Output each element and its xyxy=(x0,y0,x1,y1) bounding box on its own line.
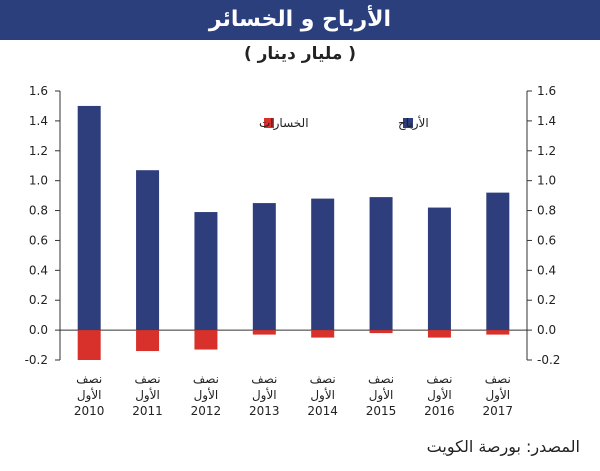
x-tick-label: الأول xyxy=(369,387,394,403)
profit-bar xyxy=(252,203,276,331)
x-tick-label: 2012 xyxy=(191,404,222,418)
profit-bar xyxy=(311,198,335,331)
y-tick-label-right: 0.0 xyxy=(537,323,556,337)
y-tick-label-left: 1.2 xyxy=(29,144,48,158)
legend-swatch-profits xyxy=(403,118,413,128)
x-tick-label: نصف xyxy=(310,372,336,386)
x-tick-label: الأول xyxy=(310,387,335,403)
loss-bar xyxy=(486,330,510,335)
y-tick-label-left: 0.2 xyxy=(29,293,48,307)
loss-bar xyxy=(77,330,101,360)
x-tick-label: 2014 xyxy=(307,404,338,418)
x-tick-label: الأول xyxy=(485,387,510,403)
y-tick-label-left: 1.0 xyxy=(29,174,48,188)
chart-title: الأرباح و الخسائر xyxy=(208,7,392,32)
y-tick-label-right: 0.4 xyxy=(537,263,556,277)
loss-bar xyxy=(136,330,160,352)
loss-bar xyxy=(311,330,335,338)
y-tick-label-left: 0.0 xyxy=(29,323,48,337)
y-tick-label-left: 0.6 xyxy=(29,233,48,247)
x-tick-label: الأول xyxy=(427,387,452,403)
x-tick-label: 2016 xyxy=(424,404,455,418)
y-tick-label-right: -0.2 xyxy=(537,353,560,367)
y-tick-label-left: 0.8 xyxy=(29,204,48,218)
x-tick-label: الأول xyxy=(135,387,160,403)
x-tick-label: 2015 xyxy=(366,404,397,418)
y-tick-label-right: 1.2 xyxy=(537,144,556,158)
x-tick-label: 2011 xyxy=(132,404,163,418)
x-tick-label: نصف xyxy=(251,372,277,386)
legend-label-profits: الأرباح xyxy=(398,115,429,131)
loss-bar xyxy=(427,330,451,338)
x-tick-label: نصف xyxy=(134,372,160,386)
y-tick-label-left: 1.4 xyxy=(29,114,48,128)
x-tick-label: الأول xyxy=(252,387,277,403)
title-bar: الأرباح و الخسائر xyxy=(0,0,600,40)
chart-subtitle: ( مليار دينار ) xyxy=(243,44,357,64)
loss-bar xyxy=(369,330,393,334)
x-tick-label: 2013 xyxy=(249,404,280,418)
x-tick-label: نصف xyxy=(368,372,394,386)
y-tick-label-left: -0.2 xyxy=(25,353,48,367)
x-tick-label: نصف xyxy=(426,372,452,386)
x-tick-label: 2017 xyxy=(483,404,514,418)
profit-bar xyxy=(77,105,101,331)
y-tick-label-right: 0.8 xyxy=(537,204,556,218)
x-tick-label: نصف xyxy=(485,372,511,386)
x-tick-label: 2010 xyxy=(74,404,105,418)
x-tick-label: نصف xyxy=(193,372,219,386)
x-tick-label: الأول xyxy=(77,387,102,403)
profit-bar xyxy=(427,207,451,331)
x-tick-label: نصف xyxy=(76,372,102,386)
y-tick-label-right: 1.4 xyxy=(537,114,556,128)
source-note: المصدر: بورصة الكويت xyxy=(426,437,580,456)
y-tick-label-right: 0.6 xyxy=(537,233,556,247)
loss-bar xyxy=(252,330,276,335)
profit-bar xyxy=(194,212,218,331)
legend-label-losses: الخسارات xyxy=(259,116,309,131)
profit-bar xyxy=(136,170,160,331)
y-tick-label-right: 1.6 xyxy=(537,84,556,98)
y-tick-label-right: 0.2 xyxy=(537,293,556,307)
loss-bar xyxy=(194,330,218,350)
y-tick-label-left: 1.6 xyxy=(29,84,48,98)
y-tick-label-right: 1.0 xyxy=(537,174,556,188)
legend-swatch-losses xyxy=(264,118,274,128)
y-tick-label-left: 0.4 xyxy=(29,263,48,277)
profit-bar xyxy=(486,192,510,331)
x-tick-label: الأول xyxy=(194,387,219,403)
profit-bar xyxy=(369,197,393,331)
